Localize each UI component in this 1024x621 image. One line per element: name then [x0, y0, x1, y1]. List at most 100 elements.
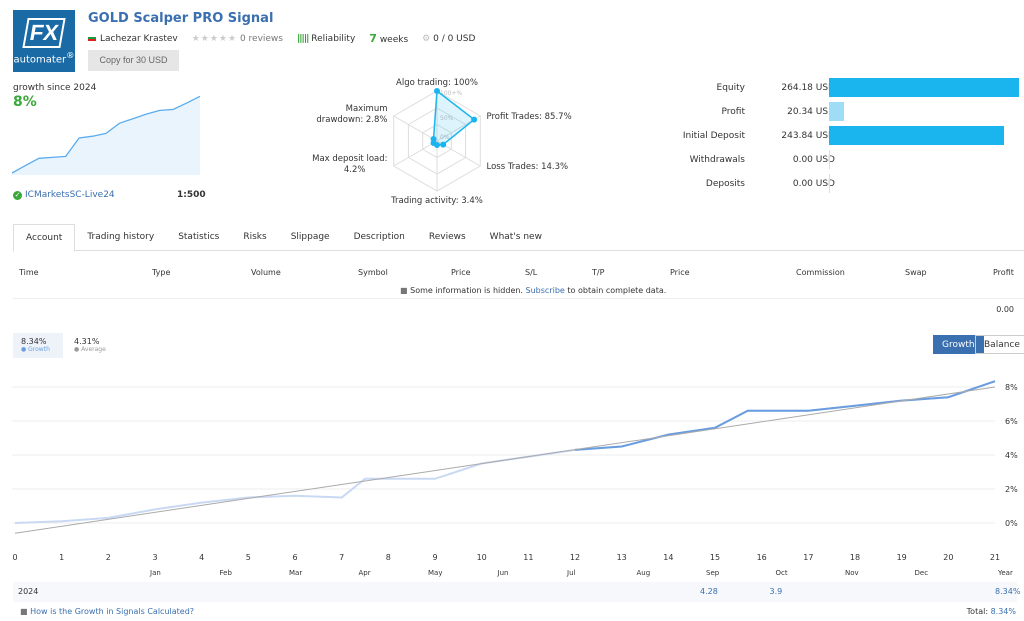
year-total: 8.34% [995, 587, 1021, 596]
month-label: Jun [497, 569, 509, 577]
signal-meta: Lachezar Krastev ★★★★★ 0 reviews ||||| R… [88, 32, 475, 45]
x-tick-label: 8 [386, 553, 391, 562]
radar-grid-label: 0% [440, 134, 450, 141]
month-label: Feb [219, 569, 232, 577]
balance-bar [829, 150, 830, 169]
tab-reviews[interactable]: Reviews [428, 232, 466, 242]
y-tick-label: 0% [1005, 519, 1018, 528]
radar-label: Loss Trades: 14.3% [487, 162, 569, 172]
radar-axis [393, 115, 438, 142]
tabs: Account Trading history Statistics Risks Sli… [13, 224, 1024, 252]
weeks: 7 weeks [369, 32, 409, 45]
column-header: Profit [993, 268, 1014, 277]
balance-value: 264.18 USD [781, 83, 835, 93]
total-growth: Total: 8.34% [966, 607, 1016, 616]
x-tick-label: 9 [432, 553, 437, 562]
calculator-icon: ■ [20, 607, 28, 616]
balance-value: 20.34 USD [787, 107, 835, 117]
x-tick-label: 1 [59, 553, 64, 562]
tab-what-s-new[interactable]: What's new [489, 232, 542, 242]
x-tick-label: 18 [850, 553, 860, 562]
balance-button[interactable]: Balance [975, 335, 1024, 354]
month-label: Jan [150, 569, 161, 577]
y-tick-label: 2% [1005, 485, 1018, 494]
radar-chart: 100+% 50% 0% Algo trading: 100% Profit Trade… [312, 78, 572, 206]
balance-value: 0.00 USD [792, 179, 835, 189]
signal-title[interactable]: GOLD Scalper PRO Signal [88, 11, 274, 26]
radar-grid-label: 100+% [440, 90, 462, 97]
column-header: Swap [905, 268, 927, 277]
balance-label: Deposits [705, 179, 745, 189]
month-label: May [428, 569, 443, 577]
balance-label: Initial Deposit [682, 131, 745, 141]
column-header: Volume [251, 268, 281, 277]
growth-help[interactable]: ■ How is the Growth in Signals Calculate… [20, 607, 195, 616]
stars-icon: ★★★★★ [191, 33, 238, 44]
reliability: ||||| Reliability [296, 33, 356, 44]
subscribe-link[interactable]: Subscribe [525, 286, 565, 295]
month-label: Oct [775, 569, 788, 577]
x-tick-label: 10 [477, 553, 487, 562]
balance-bar [829, 126, 1005, 145]
table-total: 0.00 [996, 305, 1014, 314]
y-tick-label: 4% [1005, 451, 1018, 460]
hidden-info: ■ Some information is hidden. Subscribe … [400, 286, 667, 295]
info-icon: ■ [400, 286, 408, 295]
y-tick-label: 6% [1005, 417, 1018, 426]
radar-point [440, 141, 447, 148]
tab-trading-history[interactable]: Trading history [87, 232, 155, 242]
balance-label: Profit [721, 107, 745, 117]
radar-shape [432, 89, 476, 146]
x-tick-label: 2 [106, 553, 111, 562]
broker[interactable]: ✓ ICMarketsSC-Live24 [13, 190, 115, 200]
x-tick-label: 14 [663, 553, 673, 562]
balance-bar [829, 102, 844, 121]
growth-value: 8% [13, 94, 37, 110]
column-header: Time [19, 268, 39, 277]
x-tick-label: 19 [897, 553, 907, 562]
x-tick-label: 15 [710, 553, 720, 562]
tab-account[interactable]: Account [13, 224, 76, 252]
tab-statistics[interactable]: Statistics [178, 232, 220, 242]
x-tick-label: 7 [339, 553, 344, 562]
leverage: 1:500 [177, 190, 206, 200]
copy-button[interactable]: Copy for 30 USD [88, 50, 179, 71]
balance-value: 0.00 USD [792, 155, 835, 165]
tab-description[interactable]: Description [353, 232, 405, 242]
legend-growth[interactable]: 8.34% ● Growth [13, 333, 63, 358]
mini-area [12, 96, 200, 175]
month-value: 3.9 [769, 587, 783, 596]
tab-slippage[interactable]: Slippage [290, 232, 330, 242]
x-tick-label: 13 [617, 553, 627, 562]
month-label: Apr [358, 569, 371, 577]
reviews[interactable]: ★★★★★ 0 reviews [191, 33, 283, 44]
verified-icon: ✓ [13, 190, 22, 200]
subscribers-icon: ⚙ [422, 33, 431, 44]
author[interactable]: Lachezar Krastev [88, 34, 178, 44]
radar-point [430, 136, 437, 142]
x-tick-label: 4 [199, 553, 204, 562]
growth-chart: 0%2%4%6%8%0 1 2 3 4 5 6 7 8 9 10 11 12 13 14 15 16 17 18 19… [12, 380, 1018, 562]
balance-bar [829, 78, 1019, 97]
logo: FX automater® [13, 10, 75, 72]
growth-line-early [14, 380, 996, 524]
year-row: 2024 [13, 582, 1017, 602]
radar-label: Trading activity: 3.4% [390, 196, 483, 206]
month-value: 4.28 [700, 587, 718, 596]
column-header: Price [670, 268, 690, 277]
month-label: Aug [636, 569, 651, 577]
mini-line [12, 95, 201, 174]
radar-label: Max deposit load: 4.2% [312, 154, 387, 175]
balance-bar [829, 174, 830, 193]
month-label: Jul [567, 569, 576, 577]
balance-value: 243.84 USD [781, 131, 835, 141]
tab-risks[interactable]: Risks [243, 232, 267, 242]
growth-button[interactable]: Growth [933, 335, 984, 354]
balance-label: Equity [716, 83, 745, 93]
x-tick-label: 11 [523, 553, 533, 562]
legend-average[interactable]: 4.31% ● Average [74, 337, 106, 353]
average-line [14, 386, 996, 534]
x-tick-label: 12 [570, 553, 580, 562]
y-tick-label: 8% [1005, 383, 1018, 392]
radar-label: Maximum drawdown: 2.8% [316, 104, 387, 125]
